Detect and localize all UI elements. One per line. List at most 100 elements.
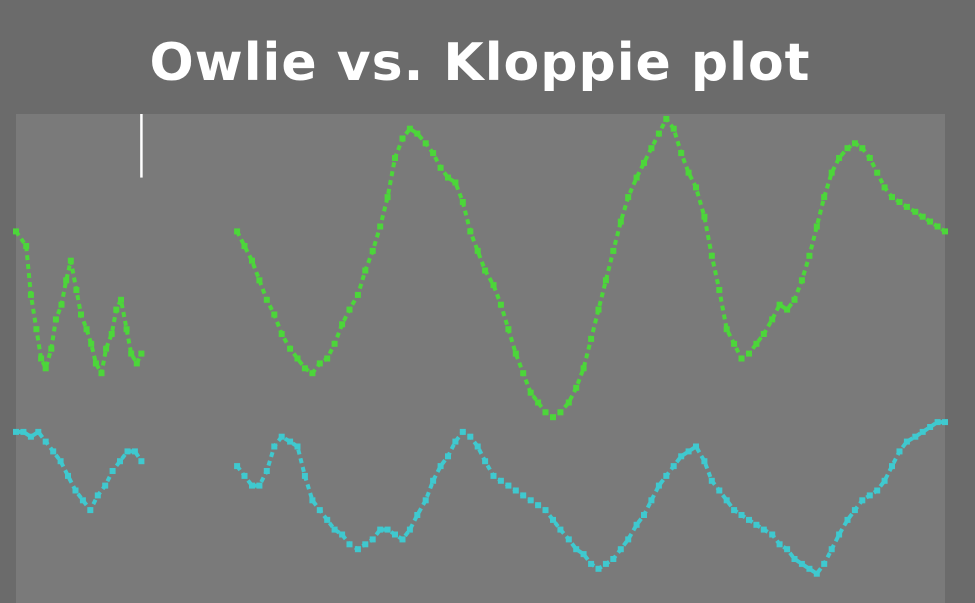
series-1-point xyxy=(836,531,843,538)
series-1-point xyxy=(844,516,851,523)
series-1-point xyxy=(708,477,715,484)
series-1-point xyxy=(35,428,42,435)
series-0-point xyxy=(527,389,534,396)
series-0-point xyxy=(437,164,444,171)
series-1-point xyxy=(595,565,602,572)
series-1-point xyxy=(445,453,451,460)
series-1-point xyxy=(437,463,444,470)
series-1-point xyxy=(723,497,730,504)
series-1-point xyxy=(580,551,587,558)
series-1-point xyxy=(934,419,941,426)
series-0-point xyxy=(316,360,323,367)
series-0-point xyxy=(482,267,489,274)
series-0-point xyxy=(63,277,70,284)
series-1-point xyxy=(241,472,248,479)
series-1-point xyxy=(301,472,308,479)
series-1-point xyxy=(760,526,767,533)
series-1-point xyxy=(467,433,474,440)
series-1-point xyxy=(94,492,101,499)
series-0-point xyxy=(27,291,34,298)
series-0-point xyxy=(746,350,752,357)
series-1-point xyxy=(919,428,926,435)
series-0-point xyxy=(301,365,308,372)
series-1-point xyxy=(851,507,858,514)
series-1-point xyxy=(633,521,640,528)
series-0-point xyxy=(490,282,497,289)
series-0-point xyxy=(474,247,481,254)
series-0-point xyxy=(610,247,617,254)
series-0-point xyxy=(103,345,110,352)
series-0-point xyxy=(520,370,527,377)
series-1-point xyxy=(399,536,406,543)
series-1-point xyxy=(542,507,549,514)
series-0-point xyxy=(241,243,248,249)
series-0-point xyxy=(889,194,895,201)
series-1-point xyxy=(927,424,934,430)
series-0-point xyxy=(641,159,647,166)
series-0-point xyxy=(769,316,776,323)
series-1-point xyxy=(271,443,278,450)
series-0-point xyxy=(362,267,369,274)
series-1-point xyxy=(903,438,910,445)
series-0-point xyxy=(625,194,632,201)
series-1-point xyxy=(776,541,783,548)
series-0-point xyxy=(723,326,730,333)
series-1-point xyxy=(324,516,331,523)
series-0-point xyxy=(467,228,474,235)
series-1-segment-0-line xyxy=(16,429,144,513)
series-1-point xyxy=(422,497,429,504)
series-1-point xyxy=(50,448,57,455)
series-0-point xyxy=(256,277,263,284)
series-0-point xyxy=(784,306,791,313)
series-0-point xyxy=(866,155,873,161)
series-1-point xyxy=(309,497,316,504)
series-1-point xyxy=(414,512,421,518)
series-1-point xyxy=(482,458,489,465)
series-1-point xyxy=(234,463,241,470)
series-0-point xyxy=(445,174,451,181)
series-0-point xyxy=(859,145,866,152)
series-0-point xyxy=(118,296,124,303)
series-0-point xyxy=(377,223,384,230)
series-1-point xyxy=(512,487,519,494)
series-1-point xyxy=(527,497,534,504)
series-1-point xyxy=(490,472,497,479)
series-0-point xyxy=(346,306,353,313)
series-1-point xyxy=(738,512,745,518)
series-1-point xyxy=(354,546,361,553)
series-0 xyxy=(13,115,948,421)
series-1-point xyxy=(249,482,255,489)
series-0-point xyxy=(874,169,881,176)
series-1-point xyxy=(263,468,270,474)
series-0-point xyxy=(708,252,715,259)
series-1-point xyxy=(27,433,34,440)
series-1-point xyxy=(102,482,109,489)
series-0-point xyxy=(776,301,783,308)
series-0-point xyxy=(294,355,301,362)
series-1-point xyxy=(42,438,49,445)
series-0-point xyxy=(108,331,115,337)
series-1-point xyxy=(346,541,353,548)
series-0-point xyxy=(602,277,609,284)
series-1-point xyxy=(753,521,760,528)
series-1-point xyxy=(784,546,791,553)
series-0-point xyxy=(731,340,738,347)
series-0-point xyxy=(542,409,549,416)
series-1-point xyxy=(87,507,94,514)
series-0-point xyxy=(670,125,677,132)
series-0-point xyxy=(123,326,130,333)
series-1-point xyxy=(617,546,624,553)
series-0-point xyxy=(550,414,556,421)
series-1-point xyxy=(874,487,881,494)
series-1-point xyxy=(287,438,294,445)
series-1-point xyxy=(573,546,580,553)
series-0-point xyxy=(798,277,805,284)
series-1-point xyxy=(685,448,692,455)
series-1-point xyxy=(520,492,527,499)
series-0-point xyxy=(633,174,640,181)
series-0-point xyxy=(369,247,376,254)
series-1-point xyxy=(550,516,556,523)
series-0-point xyxy=(588,335,595,342)
series-0-point xyxy=(384,194,391,201)
